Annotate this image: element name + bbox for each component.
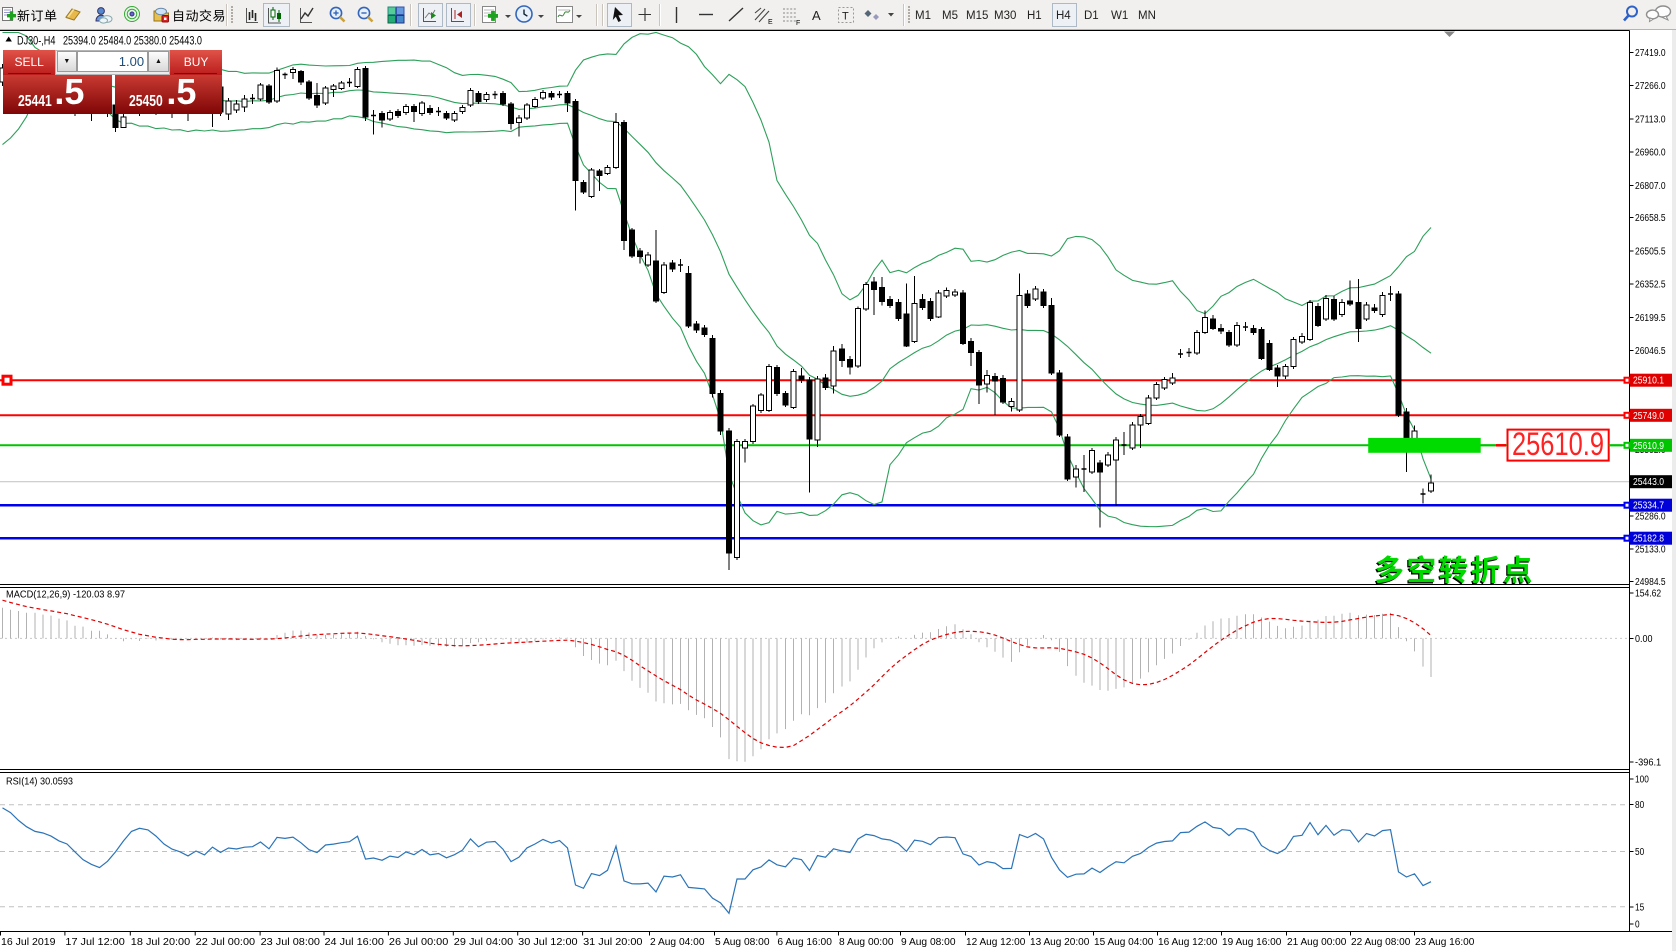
svg-text:W1: W1 [1111, 10, 1128, 22]
svg-text:27419.0: 27419.0 [1635, 48, 1666, 59]
svg-text:6 Aug 16:00: 6 Aug 16:00 [777, 937, 832, 948]
svg-text:27266.0: 27266.0 [1635, 81, 1666, 92]
svg-text:18 Jul 20:00: 18 Jul 20:00 [131, 937, 191, 948]
svg-text:27113.0: 27113.0 [1635, 115, 1666, 126]
svg-text:50: 50 [1635, 847, 1645, 858]
svg-text:23 Jul 08:00: 23 Jul 08:00 [261, 937, 321, 948]
svg-text:25610.9: 25610.9 [1633, 441, 1664, 452]
svg-text:22 Aug 08:00: 22 Aug 08:00 [1351, 937, 1411, 948]
svg-text:25910.1: 25910.1 [1633, 376, 1664, 387]
svg-text:2 Aug 04:00: 2 Aug 04:00 [650, 937, 705, 948]
svg-text:25133.0: 25133.0 [1635, 545, 1666, 556]
svg-text:15: 15 [1635, 903, 1645, 914]
svg-text:26 Jul 00:00: 26 Jul 00:00 [389, 937, 449, 948]
svg-text:25182.8: 25182.8 [1633, 534, 1664, 545]
svg-text:MACD(12,26,9) -120.03 8.97: MACD(12,26,9) -120.03 8.97 [6, 589, 125, 601]
svg-text:RSI(14) 30.0593: RSI(14) 30.0593 [6, 776, 73, 788]
svg-text:23 Aug 16:00: 23 Aug 16:00 [1415, 937, 1475, 948]
svg-text:26658.5: 26658.5 [1635, 213, 1666, 224]
svg-text:13 Aug 20:00: 13 Aug 20:00 [1030, 937, 1090, 948]
svg-text:100: 100 [1635, 775, 1649, 786]
svg-text:D1: D1 [1084, 10, 1099, 22]
svg-text:0: 0 [1635, 920, 1640, 931]
svg-text:29 Jul 04:00: 29 Jul 04:00 [454, 937, 514, 948]
svg-text:M30: M30 [994, 10, 1016, 22]
svg-text:25749.0: 25749.0 [1633, 411, 1664, 422]
svg-text:15 Aug 04:00: 15 Aug 04:00 [1094, 937, 1154, 948]
svg-text:-396.1: -396.1 [1635, 758, 1662, 769]
svg-text:8 Aug 00:00: 8 Aug 00:00 [839, 937, 894, 948]
svg-text:17 Jul 12:00: 17 Jul 12:00 [65, 937, 125, 948]
svg-text:19 Aug 16:00: 19 Aug 16:00 [1222, 937, 1282, 948]
svg-text:5 Aug 08:00: 5 Aug 08:00 [715, 937, 770, 948]
svg-text:M15: M15 [966, 10, 988, 22]
svg-text:80: 80 [1635, 800, 1645, 811]
svg-text:H4: H4 [1056, 10, 1071, 22]
svg-text:21 Aug 00:00: 21 Aug 00:00 [1287, 937, 1347, 948]
svg-text:25286.0: 25286.0 [1635, 512, 1666, 523]
svg-text:12 Aug 12:00: 12 Aug 12:00 [966, 937, 1026, 948]
svg-text:26807.0: 26807.0 [1635, 181, 1666, 192]
svg-text:DJ30-,H4 25394.0 25484.0 253: DJ30-,H4 25394.0 25484.0 25380.0 25443.0 [17, 36, 202, 48]
svg-text:26352.5: 26352.5 [1635, 280, 1666, 291]
svg-text:MN: MN [1138, 10, 1156, 22]
svg-text:F: F [796, 20, 800, 27]
svg-text:H1: H1 [1027, 10, 1042, 22]
svg-text:26505.5: 26505.5 [1635, 247, 1666, 258]
svg-text:16 Aug 12:00: 16 Aug 12:00 [1158, 937, 1218, 948]
svg-text:16 Jul 2019: 16 Jul 2019 [1, 937, 56, 948]
svg-text:25334.7: 25334.7 [1633, 501, 1664, 512]
svg-text:25443.0: 25443.0 [1633, 477, 1664, 488]
svg-text:26199.5: 26199.5 [1635, 313, 1666, 324]
svg-text:25610.9: 25610.9 [1512, 426, 1604, 462]
svg-text:9 Aug 08:00: 9 Aug 08:00 [901, 937, 956, 948]
svg-text:31 Jul 20:00: 31 Jul 20:00 [583, 937, 643, 948]
svg-text:M5: M5 [942, 10, 958, 22]
svg-text:22 Jul 00:00: 22 Jul 00:00 [196, 937, 256, 948]
svg-text:26960.0: 26960.0 [1635, 148, 1666, 159]
svg-text:24984.5: 24984.5 [1635, 577, 1666, 588]
svg-text:30 Jul 12:00: 30 Jul 12:00 [518, 937, 578, 948]
svg-text:E: E [768, 19, 773, 26]
svg-text:T: T [842, 11, 849, 23]
svg-text:0.00: 0.00 [1635, 634, 1653, 645]
svg-text:26046.5: 26046.5 [1635, 346, 1666, 357]
svg-text:M1: M1 [915, 10, 931, 22]
svg-text:154.62: 154.62 [1635, 589, 1662, 600]
svg-text:A: A [812, 8, 821, 23]
svg-text:24 Jul 16:00: 24 Jul 16:00 [325, 937, 385, 948]
